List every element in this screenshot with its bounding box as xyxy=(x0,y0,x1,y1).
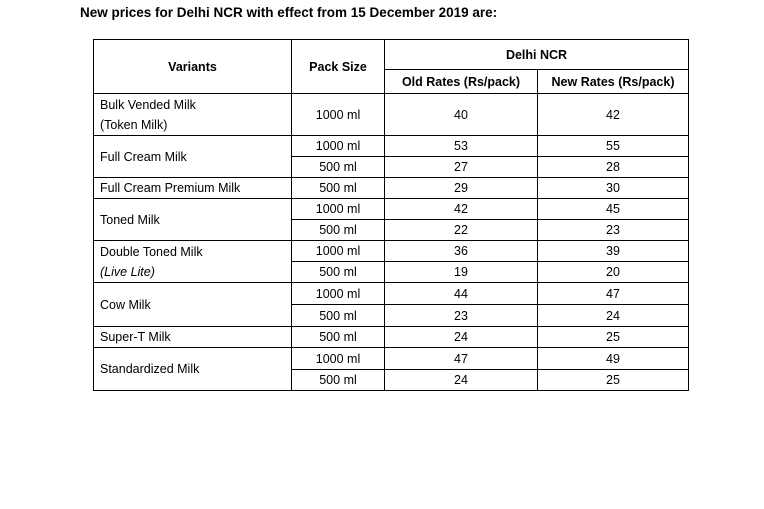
old-rate-cell: 27 xyxy=(384,156,538,178)
pack-size-cell: 1000 ml xyxy=(291,240,385,262)
variant-cell: Double Toned Milk (Live Lite) xyxy=(93,240,292,283)
new-rate-cell: 20 xyxy=(537,261,689,283)
old-rate-cell: 36 xyxy=(384,240,538,262)
variant-cell: Super-T Milk xyxy=(93,326,292,348)
variant-cell: Full Cream Milk xyxy=(93,135,292,178)
new-rate-cell: 24 xyxy=(537,304,689,327)
old-rate-cell: 22 xyxy=(384,219,538,241)
pack-size-cell: 500 ml xyxy=(291,177,385,199)
pack-size-cell: 500 ml xyxy=(291,219,385,241)
table-row: 500 ml 22 23 xyxy=(94,219,689,241)
new-rate-cell: 49 xyxy=(537,347,689,370)
variant-cell: Full Cream Premium Milk xyxy=(93,177,292,199)
table-row: 500 ml 23 24 xyxy=(94,304,689,327)
variant-subname: (Token Milk) xyxy=(100,117,168,132)
new-rate-cell: 45 xyxy=(537,198,689,220)
variant-cell: Toned Milk xyxy=(93,198,292,241)
table-row: Standardized Milk 1000 ml 47 49 xyxy=(93,347,689,391)
new-rate-cell: 25 xyxy=(537,369,689,391)
table-row: 500 ml 24 25 xyxy=(94,369,689,391)
variant-subname: (Live Lite) xyxy=(100,264,155,279)
pack-size-cell: 500 ml xyxy=(291,304,385,327)
old-rate-cell: 40 xyxy=(384,93,538,136)
old-rate-cell: 29 xyxy=(384,177,538,199)
pack-size-cell: 500 ml xyxy=(291,326,385,348)
pack-size-cell: 500 ml xyxy=(291,156,385,178)
table-row: Full Cream Premium Milk 500 ml 29 30 xyxy=(93,177,689,199)
new-rate-cell: 55 xyxy=(537,135,689,157)
pack-size-cell: 1000 ml xyxy=(291,282,385,305)
new-rate-cell: 25 xyxy=(537,326,689,348)
pack-size-cell: 1000 ml xyxy=(291,93,385,136)
pack-size-cell: 1000 ml xyxy=(291,198,385,220)
header-pack-size: Pack Size xyxy=(291,39,385,94)
new-rate-cell: 30 xyxy=(537,177,689,199)
new-rate-cell: 39 xyxy=(537,240,689,262)
table-row: Toned Milk 1000 ml 42 45 xyxy=(93,198,689,241)
old-rate-cell: 47 xyxy=(384,347,538,370)
old-rate-cell: 44 xyxy=(384,282,538,305)
pack-size-cell: 1000 ml xyxy=(291,135,385,157)
new-rate-cell: 42 xyxy=(537,93,689,136)
pack-size-cell: 1000 ml xyxy=(291,347,385,370)
old-rate-cell: 24 xyxy=(384,369,538,391)
header-delhi-ncr: Delhi NCR xyxy=(384,39,689,70)
new-rate-cell: 28 xyxy=(537,156,689,178)
table-row: Bulk Vended Milk (Token Milk) 1000 ml 40 … xyxy=(93,93,689,136)
variant-name: Double Toned Milk xyxy=(100,244,203,259)
old-rate-cell: 42 xyxy=(384,198,538,220)
pack-size-cell: 500 ml xyxy=(291,369,385,391)
header-new-rates: New Rates (Rs/pack) xyxy=(537,69,689,94)
table-row: Cow Milk 1000 ml 44 47 xyxy=(93,282,689,327)
price-table: Variants Pack Size Delhi NCR Old Rates (… xyxy=(93,39,689,391)
new-rate-cell: 23 xyxy=(537,219,689,241)
variant-name: Bulk Vended Milk xyxy=(100,97,196,112)
variant-cell: Standardized Milk xyxy=(93,347,292,391)
table-row: Super-T Milk 500 ml 24 25 xyxy=(93,326,689,348)
new-rate-cell: 47 xyxy=(537,282,689,305)
table-row: Double Toned Milk (Live Lite) 1000 ml 36 … xyxy=(93,240,689,283)
pack-size-cell: 500 ml xyxy=(291,261,385,283)
old-rate-cell: 19 xyxy=(384,261,538,283)
table-row: Full Cream Milk 1000 ml 53 55 xyxy=(93,135,689,178)
old-rate-cell: 23 xyxy=(384,304,538,327)
old-rate-cell: 24 xyxy=(384,326,538,348)
old-rate-cell: 53 xyxy=(384,135,538,157)
variant-cell: Cow Milk xyxy=(93,282,292,327)
variant-cell: Bulk Vended Milk (Token Milk) xyxy=(93,93,292,136)
header-variants: Variants xyxy=(93,39,292,94)
header-old-rates: Old Rates (Rs/pack) xyxy=(384,69,538,94)
page-heading: New prices for Delhi NCR with effect fro… xyxy=(80,5,498,20)
